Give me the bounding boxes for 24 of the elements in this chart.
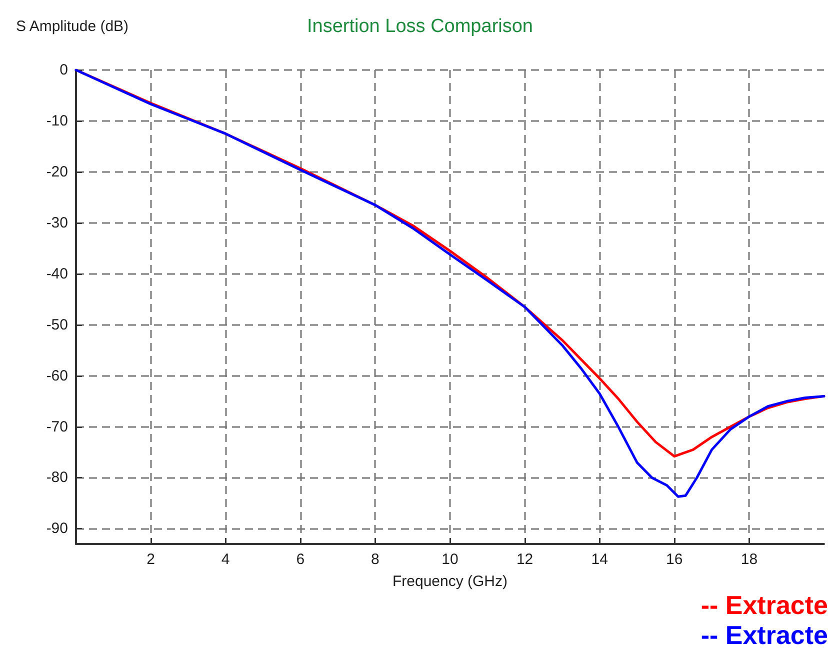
y-tick-label: -90 <box>46 520 68 538</box>
y-tick-label: -80 <box>46 469 68 486</box>
x-tick-label: 16 <box>666 551 683 568</box>
x-tick-label: 4 <box>221 551 230 568</box>
x-tick-label: 18 <box>740 551 758 568</box>
y-tick-label: -40 <box>46 265 68 282</box>
x-tick-label: 12 <box>516 551 534 568</box>
y-tick-label: -30 <box>46 214 68 232</box>
x-tick-label: 8 <box>371 551 380 568</box>
text: -- Extracte <box>700 590 828 620</box>
y-tick-label: 0 <box>60 62 68 78</box>
x-axis-title: Frequency (GHz) <box>392 573 508 590</box>
y-tick-label: -50 <box>46 316 68 334</box>
y-axis-title: S Amplitude (dB) <box>16 18 129 35</box>
y-tick-label: -20 <box>46 163 68 180</box>
x-tick-label: 2 <box>146 551 155 568</box>
text: -- Extracte <box>700 620 828 650</box>
x-tick-label: 14 <box>591 551 608 568</box>
x-tick-label: 10 <box>442 551 458 568</box>
x-tick-label: 6 <box>296 551 305 568</box>
y-tick-label: -70 <box>46 418 68 436</box>
y-tick-label: -60 <box>46 367 68 384</box>
chart-title: Insertion Loss Comparison <box>307 16 533 37</box>
y-tick-label: -10 <box>46 112 68 130</box>
